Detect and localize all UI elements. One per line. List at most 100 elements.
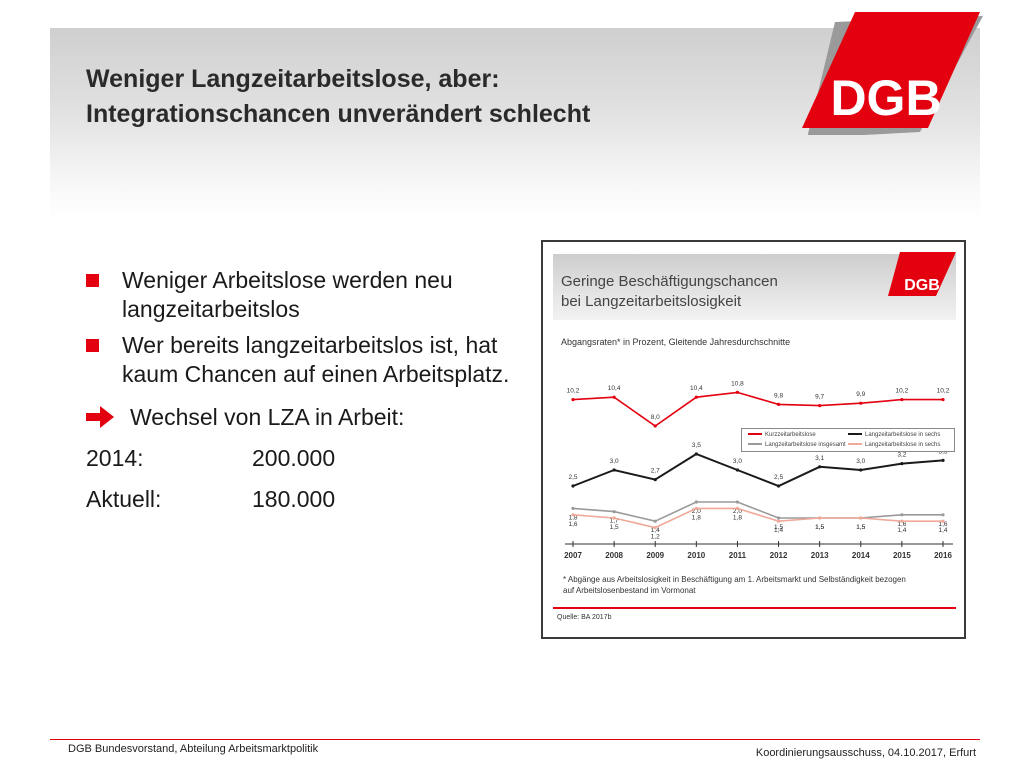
data-label: 1,8 <box>733 514 742 521</box>
data-label: 3,0 <box>856 458 865 465</box>
data-label: 1,2 <box>651 534 660 541</box>
stat-label: 2014: <box>86 445 144 471</box>
chart-legend: Kurzzeitarbeitslose Langzeitarbeitslose … <box>741 428 955 452</box>
footnote-line-2: auf Arbeitslosenbestand im Vormonat <box>563 586 696 595</box>
arrow-right-icon <box>86 406 114 428</box>
data-label: 1,5 <box>856 524 865 531</box>
data-point <box>735 506 740 510</box>
data-label: 2,5 <box>774 474 783 481</box>
arrow-point: Wechsel von LZA in Arbeit: <box>86 403 526 432</box>
stat-row-current: Aktuell: 180.000 <box>86 485 526 514</box>
data-label: 10,2 <box>937 388 950 395</box>
series-line <box>572 452 944 488</box>
data-label: 1,5 <box>774 524 783 531</box>
bullet-list: Weniger Arbeitslose werden neu langzeita… <box>86 266 526 514</box>
data-label: 10,4 <box>608 385 621 392</box>
data-label: 1,4 <box>938 527 947 534</box>
data-label: 2,0 <box>692 508 701 515</box>
data-point <box>735 468 740 472</box>
legend-entry: Langzeitarbeitslose in sechs <box>848 432 940 438</box>
data-point <box>818 516 822 520</box>
square-bullet-icon <box>86 274 99 287</box>
legend-label: Kurzzeitarbeitslose <box>765 432 816 438</box>
figure-footnote: * Abgänge aus Arbeitslosigkeit in Beschä… <box>563 574 958 596</box>
data-label: 9,9 <box>856 391 865 398</box>
series-line <box>572 507 943 529</box>
figure-dgb-logo-text: DGB <box>904 277 940 294</box>
data-label: 10,8 <box>731 380 744 387</box>
data-label: 10,2 <box>567 388 580 395</box>
data-point <box>900 398 904 402</box>
data-point <box>859 468 863 472</box>
x-tick-label: 2016 <box>934 551 952 560</box>
legend-swatch <box>748 443 762 446</box>
x-tick-label: 2013 <box>811 551 829 560</box>
data-point <box>776 516 781 520</box>
figure-title-line-2: bei Langzeitarbeitslosigkeit <box>561 293 742 310</box>
data-label: 1,5 <box>815 524 824 531</box>
legend-entry: Langzeitarbeitslose in sechs <box>848 442 940 448</box>
arrow-point-text: Wechsel von LZA in Arbeit: <box>130 404 405 430</box>
data-point <box>776 484 781 488</box>
data-label: 2,5 <box>568 474 577 481</box>
data-point <box>941 519 945 523</box>
data-point <box>859 516 863 520</box>
data-point <box>612 510 616 514</box>
data-point <box>818 465 822 469</box>
data-point <box>900 519 904 523</box>
legend-swatch <box>748 433 762 436</box>
bullet-item: Wer bereits langzeitarbeitslos ist, hat … <box>86 331 526 389</box>
x-tick-label: 2007 <box>564 551 582 560</box>
figure-subtitle: Abgangsraten* in Prozent, Gleitende Jahr… <box>561 337 791 347</box>
x-tick-label: 2009 <box>646 551 664 560</box>
line-chart: 10,2 10,4 8,0 10,4 10,8 9,8 9,7 9,9 10,2 10,2 2,5 3… <box>564 380 953 560</box>
data-point <box>653 519 657 523</box>
dgb-logo-text: DGB <box>830 70 941 126</box>
data-label: 3,0 <box>733 458 742 465</box>
data-label: 3,1 <box>815 455 824 462</box>
data-label: 1,6 <box>568 521 577 528</box>
data-label: 1,8 <box>692 514 701 521</box>
series-line <box>572 391 943 427</box>
data-point <box>694 506 698 510</box>
data-point <box>900 462 904 466</box>
data-label: 9,8 <box>774 392 783 399</box>
data-point <box>900 513 904 517</box>
square-bullet-icon <box>86 339 99 352</box>
data-label: 1,5 <box>815 524 824 531</box>
data-label: 1,5 <box>610 524 619 531</box>
footer-event: Koordinierungsausschuss, 04.10.2017, Erf… <box>755 747 976 759</box>
data-point <box>653 526 657 530</box>
figure-source: Quelle: BA 2017b <box>557 614 612 621</box>
data-point <box>776 519 781 523</box>
data-label: 2,7 <box>651 468 660 475</box>
series-line <box>572 501 943 523</box>
legend-label: Langzeitarbeitslose in sechs <box>865 442 941 448</box>
data-label: 1,4 <box>651 527 660 534</box>
x-tick-label: 2008 <box>605 551 623 560</box>
footer-organisation: DGB Bundesvorstand, Abteilung Arbeitsmar… <box>68 743 319 755</box>
data-label: 2,0 <box>733 508 742 515</box>
chart-figure: Geringe Beschäftigungschancen bei Langze… <box>541 240 966 639</box>
data-point <box>612 395 616 399</box>
data-point <box>694 395 698 399</box>
x-tick-label: 2014 <box>852 551 870 560</box>
x-tick-label: 2010 <box>687 551 705 560</box>
data-label: 3,2 <box>897 452 906 459</box>
x-tick-label: 2015 <box>893 551 911 560</box>
footnote-line-1: * Abgänge aus Arbeitslosigkeit in Beschä… <box>563 575 906 584</box>
data-point <box>694 500 698 504</box>
data-label: 1,6 <box>938 521 947 528</box>
data-label: 10,2 <box>896 388 909 395</box>
figure-title-band <box>553 254 956 320</box>
data-point <box>735 500 740 504</box>
bullet-item: Weniger Arbeitslose werden neu langzeita… <box>86 266 526 324</box>
legend-swatch <box>848 443 862 446</box>
data-point <box>941 398 945 402</box>
data-point <box>612 516 616 520</box>
data-point <box>653 478 657 482</box>
x-tick-label: 2011 <box>729 551 747 560</box>
data-point <box>612 468 616 472</box>
data-label: 1,8 <box>568 514 577 521</box>
data-point <box>694 452 698 456</box>
